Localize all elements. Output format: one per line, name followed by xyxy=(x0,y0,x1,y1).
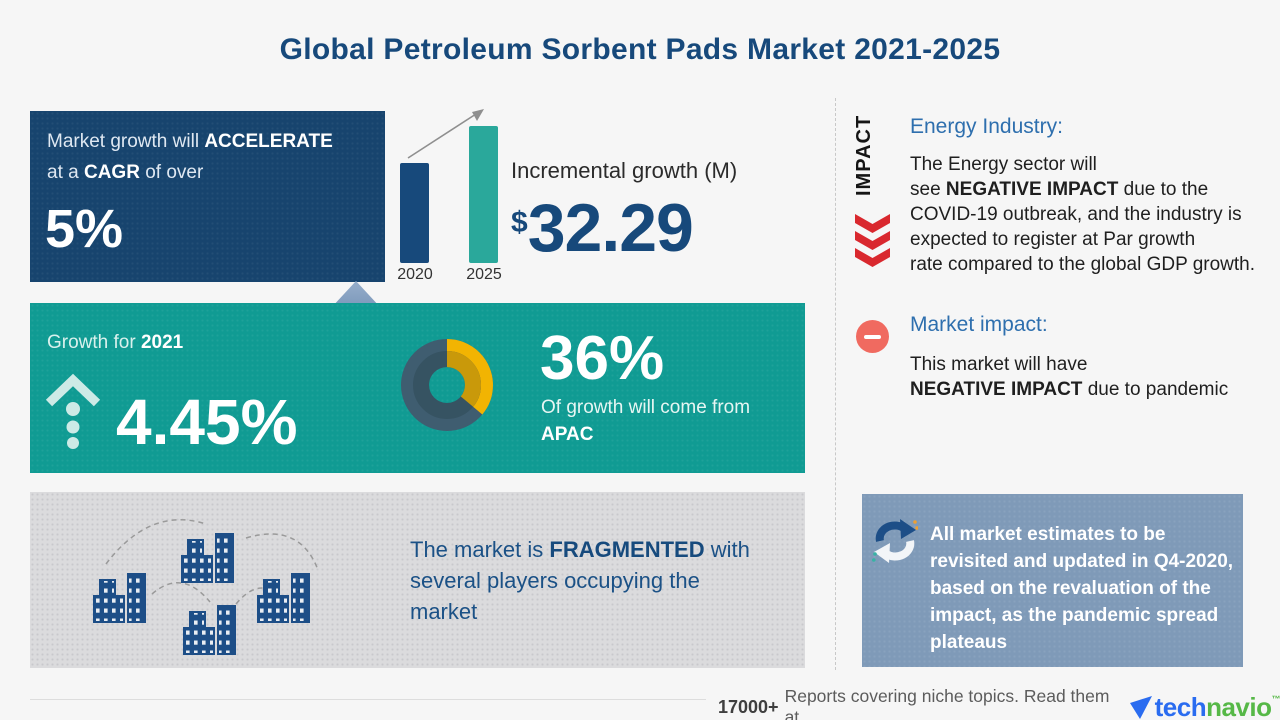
cagr-line2: at a CAGR of over xyxy=(47,162,203,184)
incremental-growth-label: Incremental growth (M) xyxy=(511,158,738,183)
energy-industry-heading: Energy Industry: xyxy=(910,115,1063,138)
trend-arrow-icon xyxy=(407,109,484,159)
minus-bar xyxy=(864,334,881,339)
bar-label-2020: 2020 xyxy=(397,266,433,283)
text-line: This market will have xyxy=(910,354,1088,375)
buildings-illustration xyxy=(93,519,319,655)
footer: 17000+ Reports covering niche topics. Re… xyxy=(718,686,1280,720)
negative-impact-bold: NEGATIVE IMPACT xyxy=(945,179,1119,200)
growth-label-year: 2021 xyxy=(140,332,184,353)
technavio-logo-icon xyxy=(1129,695,1152,719)
page-title: Global Petroleum Sorbent Pads Market 202… xyxy=(279,33,1001,66)
fragmented-card xyxy=(30,492,805,668)
text-line: rate compared to the global GDP growth. xyxy=(910,254,1256,275)
footer-divider-line xyxy=(30,699,706,700)
text-line: see NEGATIVE IMPACT due to the xyxy=(910,177,1280,202)
energy-industry-text: The Energy sector will see NEGATIVE IMPA… xyxy=(910,152,1280,277)
cagr-line2-post: of over xyxy=(139,162,204,183)
incremental-growth-value: $ 32.29 xyxy=(511,190,694,266)
note-text: All market estimates to be revisited and… xyxy=(930,524,1234,653)
text-line: NEGATIVE IMPACT due to pandemic xyxy=(910,377,1270,402)
cagr-value: 5% xyxy=(45,199,124,259)
reports-count: 17000+ xyxy=(718,696,779,717)
fragmented-text-post: with several players occupying the marke… xyxy=(410,537,750,624)
negative-impact-bold: NEGATIVE IMPACT xyxy=(910,379,1083,400)
cagr-line1: Market growth will ACCELERATE xyxy=(47,131,333,153)
text-line: COVID-19 outbreak, and the industry is xyxy=(910,204,1242,225)
fragmented-text-pre: The market is xyxy=(410,537,550,562)
growth-year-label: Growth for 2021 xyxy=(47,332,183,354)
logo-trademark: ™ xyxy=(1271,693,1280,704)
growth-2021-value: 4.45% xyxy=(116,386,298,458)
market-impact-heading: Market impact: xyxy=(910,313,1048,336)
text-line: The Energy sector will xyxy=(910,154,1097,175)
growth-label-text: Growth for xyxy=(47,332,141,353)
text-segment: due to pandemic xyxy=(1082,379,1229,400)
logo-text-navio: navio xyxy=(1206,691,1272,720)
bar-label-2025: 2025 xyxy=(466,266,502,283)
impact-side-label: IMPACT xyxy=(853,114,875,196)
apac-share-value: 36% xyxy=(540,324,665,393)
fragmented-text: The market is FRAGMENTED with several pl… xyxy=(410,534,762,627)
currency-symbol: $ xyxy=(511,206,528,239)
logo-text-tech: tech xyxy=(1154,691,1207,720)
incremental-growth-amount: 32.29 xyxy=(527,190,694,266)
fragmented-text-bold: FRAGMENTED xyxy=(549,537,705,562)
negative-impact-minus-icon xyxy=(856,320,889,353)
footer-caption: Reports covering niche topics. Read them… xyxy=(784,686,1110,720)
triple-chevron-down-icon xyxy=(855,214,890,267)
apac-share-donut-chart xyxy=(401,339,493,431)
bar-2020 xyxy=(400,163,429,263)
text-segment: due to the xyxy=(1118,179,1209,200)
refresh-arrows-icon xyxy=(872,519,918,563)
cagr-card xyxy=(30,111,393,389)
cagr-line1-text: Market growth will xyxy=(47,131,205,152)
note-card xyxy=(862,494,1243,667)
technavio-logo[interactable]: tech navio ™ xyxy=(1129,692,1280,720)
cagr-line2-text: at a xyxy=(47,162,84,183)
apac-share-caption: Of growth will come from xyxy=(541,397,751,418)
apac-share-region: APAC xyxy=(541,424,594,445)
market-impact-text: This market will have NEGATIVE IMPACT du… xyxy=(910,352,1270,402)
dashed-divider xyxy=(835,98,836,670)
cagr-line1-bold: ACCELERATE xyxy=(204,131,333,152)
cagr-line2-bold: CAGR xyxy=(83,162,140,183)
bar-2025 xyxy=(469,126,498,263)
text-line: expected to register at Par growth xyxy=(910,229,1196,250)
text-segment: see xyxy=(910,179,946,200)
rising-chevron-icon xyxy=(45,373,101,449)
